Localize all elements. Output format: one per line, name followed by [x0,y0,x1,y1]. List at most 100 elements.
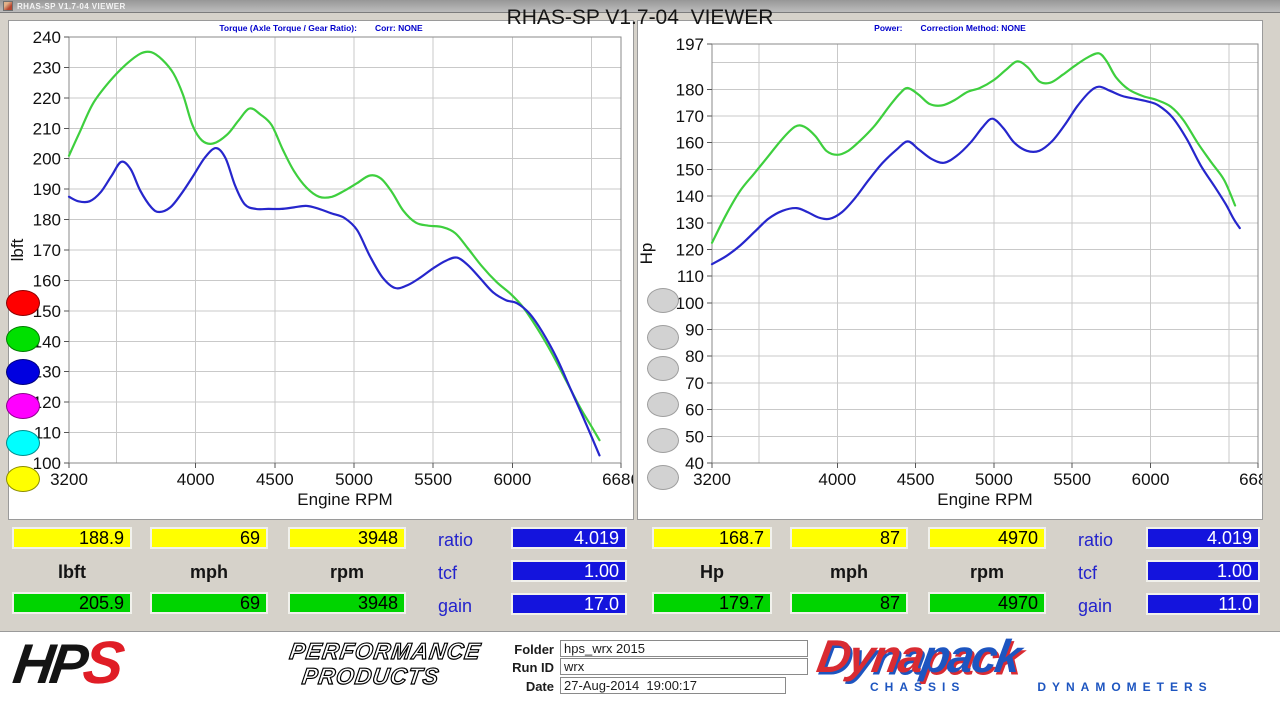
ratio-value-right: 4.019 [1146,527,1260,549]
speed-unit-label-right: mph [830,562,868,582]
torque-chart[interactable]: 3200 4000 4500 5000 5500 6000 6686 240 230 220 210… [9,21,633,519]
svg-text:6686: 6686 [1239,470,1262,489]
date-label: Date [525,679,554,694]
ratio-label-left: ratio [438,530,474,550]
svg-text:197: 197 [676,35,704,54]
svg-text:4000: 4000 [177,470,215,489]
svg-text:6000: 6000 [493,470,531,489]
ratio-label-right: ratio [1078,530,1114,550]
run-button-gray-5[interactable] [647,428,679,453]
svg-text:110: 110 [34,424,61,443]
run-id-input[interactable] [560,658,808,675]
folder-label: Folder [514,642,554,657]
hps-tagline-line1: PERFORMANCE [287,637,483,664]
rpm-unit-label: rpm [329,562,364,582]
torque-unit-label: lbft [58,562,86,582]
folder-input[interactable] [560,640,808,657]
dynapack-dynamometers: DYNAMOMETERS [1037,680,1213,694]
run-button-gray-4[interactable] [647,392,679,417]
power-chart[interactable]: 3200 4000 4500 5000 5500 6000 6686 197 180 170 160… [638,21,1262,519]
run-id-label: Run ID [512,660,554,675]
power-header-label: Power: [874,23,903,33]
power-panel-header: Power: Correction Method: NONE [638,23,1262,33]
run-button-gray-3[interactable] [647,356,679,381]
speed-value-run1: 69 [150,527,268,549]
svg-text:5000: 5000 [335,470,373,489]
svg-text:160: 160 [676,134,704,153]
svg-text:Hp: Hp [638,243,656,265]
hps-logo: HPS [9,629,125,696]
svg-text:120: 120 [676,240,704,259]
svg-text:160: 160 [33,271,61,290]
svg-text:5500: 5500 [414,470,452,489]
svg-text:70: 70 [685,374,704,393]
svg-text:Engine RPM: Engine RPM [937,490,1032,509]
dynapack-dyna: Dyna [813,630,928,682]
run-button-green[interactable] [6,326,40,352]
svg-text:5000: 5000 [975,470,1013,489]
svg-text:180: 180 [33,211,61,230]
svg-text:3200: 3200 [50,470,88,489]
svg-text:90: 90 [685,321,704,340]
torque-value-run2: 205.9 [12,592,132,614]
hps-logo-hp: HP [9,632,89,695]
svg-text:220: 220 [33,89,61,108]
dynapack-subtitle: CHASSIS DYNAMOMETERS [870,680,1213,694]
footer-bar: HPS PERFORMANCE PRODUCTS Folder Run ID D… [0,629,1280,701]
series-run-green [67,50,601,442]
tcf-value-left: 1.00 [511,560,627,582]
rpm-value-run2: 3948 [288,592,406,614]
power-value-run2: 179.7 [652,592,772,614]
run-button-yellow[interactable] [6,466,40,492]
main-title: RHAS-SP V1.7-04 VIEWER [506,6,774,29]
gain-value-left: 17.0 [511,593,627,615]
ratio-value-left: 4.019 [511,527,627,549]
svg-text:80: 80 [685,347,704,366]
svg-text:50: 50 [685,427,704,446]
svg-text:190: 190 [33,180,61,199]
power-value-run1: 168.7 [652,527,772,549]
power-correction-status: Correction Method: NONE [920,23,1026,33]
rpm-value-run2-right: 4970 [928,592,1046,614]
run-button-gray-6[interactable] [647,465,679,490]
svg-text:5500: 5500 [1053,470,1091,489]
titlebar-title: RHAS-SP V1.7-04 VIEWER [17,1,126,11]
gain-label-right: gain [1078,596,1113,616]
run-button-gray-1[interactable] [647,288,679,313]
series-run-blue [67,147,601,457]
svg-text:60: 60 [685,401,704,420]
gain-label-left: gain [438,596,473,616]
svg-text:110: 110 [677,267,704,286]
svg-text:140: 140 [676,187,704,206]
svg-text:200: 200 [33,150,61,169]
svg-text:4500: 4500 [897,470,935,489]
speed-value-run2: 69 [150,592,268,614]
svg-text:4500: 4500 [256,470,294,489]
run-button-magenta[interactable] [6,393,40,419]
speed-value-run1-right: 87 [790,527,908,549]
svg-text:6686: 6686 [602,470,633,489]
svg-text:130: 130 [33,363,61,382]
run-button-red[interactable] [6,290,40,316]
speed-value-run2-right: 87 [790,592,908,614]
power-chart-panel: Power: Correction Method: NONE 3200 4000 4… [637,20,1263,520]
date-input[interactable] [560,677,786,694]
run-button-cyan[interactable] [6,430,40,456]
rpm-value-run1: 3948 [288,527,406,549]
dynapack-pack: pack [917,630,1024,682]
svg-text:Engine RPM: Engine RPM [297,490,392,509]
svg-text:100: 100 [676,294,704,313]
run-button-blue[interactable] [6,359,40,385]
svg-text:170: 170 [33,241,61,260]
dynapack-logo: Dynapack CHASSIS DYNAMOMETERS [813,630,1206,694]
rpm-unit-label-right: rpm [969,562,1004,582]
hps-tagline-line2: PRODUCTS [300,662,442,689]
series-run-blue [710,85,1241,266]
svg-text:lbft: lbft [9,238,27,261]
tcf-value-right: 1.00 [1146,560,1260,582]
power-unit-label: Hp [700,562,724,582]
run-button-gray-2[interactable] [647,325,679,350]
hps-tagline: PERFORMANCE PRODUCTS [284,637,483,689]
svg-text:150: 150 [33,302,61,321]
app-icon [3,1,13,11]
